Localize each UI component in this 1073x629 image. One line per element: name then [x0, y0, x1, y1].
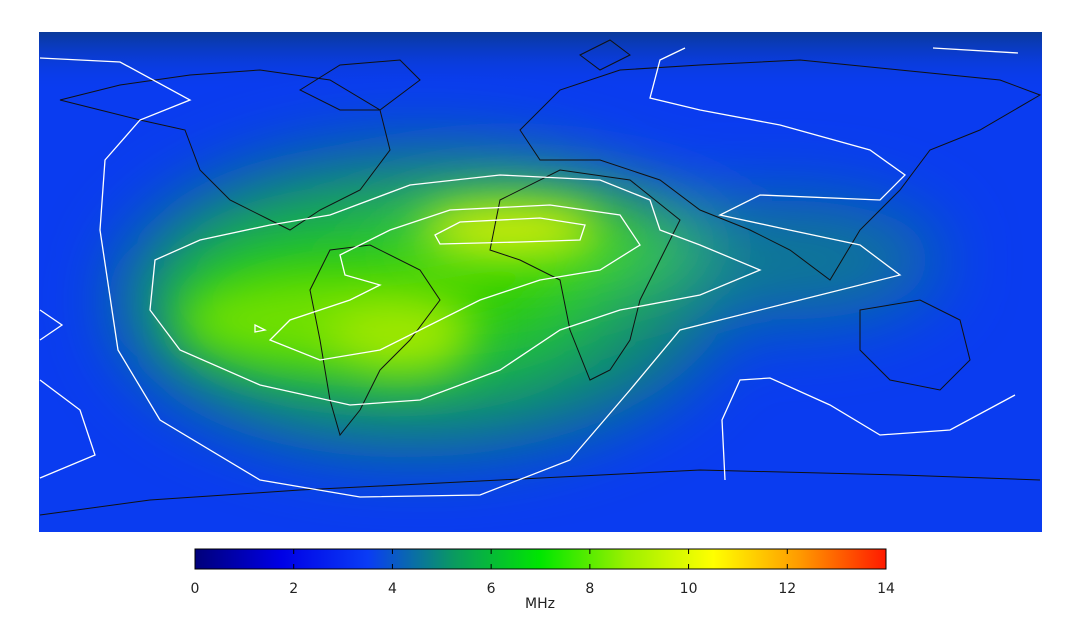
colorbar-tick-label: 2	[289, 581, 298, 597]
colorbar-tick-label: 14	[877, 581, 895, 597]
colorbar-tick-label: 8	[585, 581, 594, 597]
colorbar-scale	[194, 548, 887, 570]
coastlines	[39, 39, 1042, 516]
colorbar-tick-label: 10	[680, 581, 698, 597]
contours	[39, 47, 1019, 498]
colorbar-tick-label: 4	[388, 581, 397, 597]
map	[39, 32, 1042, 532]
colorbar-tick-label: 6	[487, 581, 496, 597]
colorbar-tick-label: 0	[191, 581, 200, 597]
colorbar-tick-label: 12	[778, 581, 796, 597]
colorbar-label: MHz	[525, 596, 555, 612]
colorbar: 0 2 4 6 8 10 12 14	[191, 548, 895, 597]
